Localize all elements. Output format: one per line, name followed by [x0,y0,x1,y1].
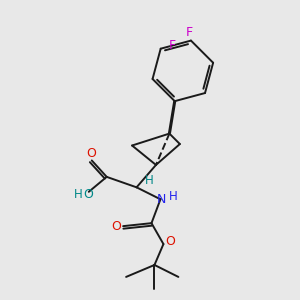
Text: O: O [86,147,96,161]
Text: N: N [156,193,166,206]
Text: O: O [165,235,175,248]
Text: O: O [83,188,93,201]
Text: H: H [74,188,83,201]
Text: F: F [186,26,193,39]
Text: O: O [112,220,122,232]
Text: H: H [145,174,154,187]
Text: F: F [169,39,176,52]
Text: H: H [169,190,177,203]
